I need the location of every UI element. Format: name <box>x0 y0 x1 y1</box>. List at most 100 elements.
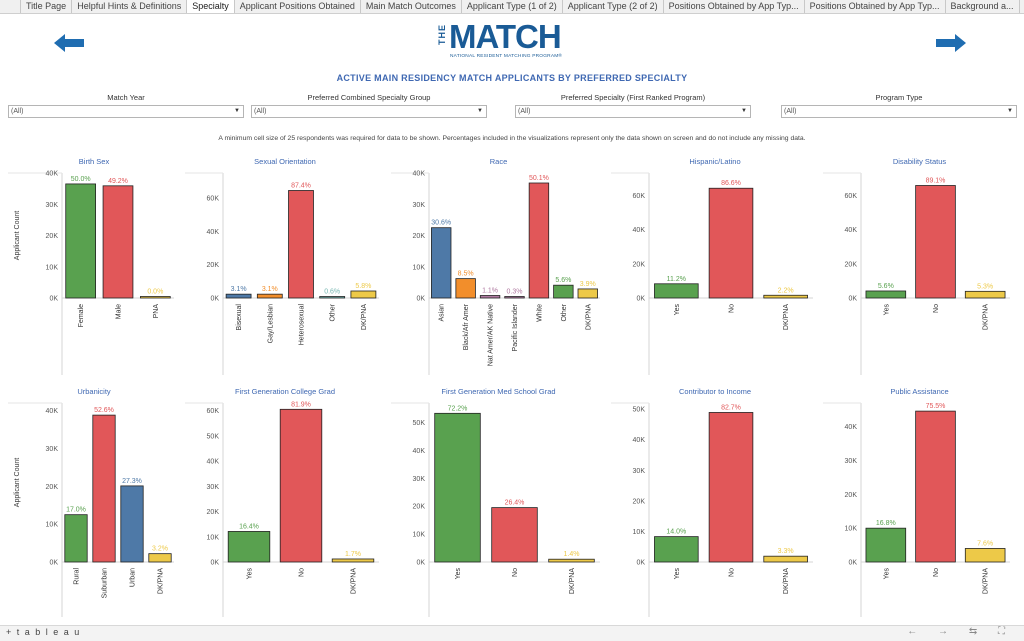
tab-positions-by-app-type-1[interactable]: Positions Obtained by App Typ... <box>664 0 805 13</box>
tableau-logo: + t a b l e a u <box>6 627 81 637</box>
bar-dk-pna[interactable] <box>548 558 595 563</box>
tab-applicant-type-1[interactable]: Applicant Type (1 of 2) <box>462 0 563 13</box>
bar-dk-pna[interactable] <box>763 555 808 563</box>
data-label: 81.9% <box>291 401 311 408</box>
bar-yes[interactable] <box>654 536 699 563</box>
bar-other[interactable] <box>553 284 574 299</box>
tableau-toolbar: + t a b l e a u ← → ⇆ ⛶ <box>0 625 1024 641</box>
chart-title: Birth Sex <box>78 157 110 166</box>
chart-svg: 0K 10K 20K 30K 40K Applicant Count 50.0% Female… <box>8 171 174 375</box>
bar-no[interactable] <box>915 185 956 299</box>
dropdown-value: (All) <box>11 108 24 115</box>
data-label: 3.1% <box>231 286 247 293</box>
y-tick-label: 0K <box>49 560 58 567</box>
y-tick-label: 40K <box>207 459 220 466</box>
chart-hispanic-latino: Hispanic/Latino 0K 20K 40K 60K 11.2% Yes 86.6% N… <box>611 157 819 377</box>
tab-applicant-type-2[interactable]: Applicant Type (2 of 2) <box>563 0 664 13</box>
y-tick-label: 40K <box>633 227 646 234</box>
specialty-group-dropdown[interactable]: (All) ▼ <box>251 105 487 118</box>
tab-blank[interactable] <box>0 0 21 13</box>
tab-helpful-hints[interactable]: Helpful Hints & Definitions <box>72 0 188 13</box>
chart-title: First Generation Med School Grad <box>441 387 556 396</box>
bar-gay-lesbian[interactable] <box>256 293 283 299</box>
bar-dk-pna[interactable] <box>964 548 1006 563</box>
y-tick-label: 10K <box>633 529 646 536</box>
bar-dk-pna[interactable] <box>148 553 172 563</box>
x-tick-label: No <box>729 568 736 577</box>
y-tick-label: 60K <box>207 196 220 203</box>
tab-applicant-positions[interactable]: Applicant Positions Obtained <box>235 0 361 13</box>
bar-other[interactable] <box>319 296 346 299</box>
data-label: 3.2% <box>152 546 168 553</box>
y-tick-label: 40K <box>46 171 59 178</box>
data-label: 75.5% <box>926 403 946 410</box>
x-tick-label: Female <box>78 304 85 327</box>
y-tick-label: 50K <box>207 433 220 440</box>
tab-background[interactable]: Background a... <box>946 0 1020 13</box>
bar-yes[interactable] <box>865 290 907 299</box>
forward-arrow-icon[interactable] <box>936 34 966 52</box>
bar-bisexual[interactable] <box>225 293 252 299</box>
tab-positions-by-app-type-2[interactable]: Positions Obtained by App Typ... <box>805 0 946 13</box>
bar-dk-pna[interactable] <box>763 294 808 299</box>
bar-suburban[interactable] <box>92 414 116 563</box>
bar-pacific-islander[interactable] <box>504 296 525 299</box>
bar-no[interactable] <box>279 408 323 563</box>
x-tick-label: Yes <box>883 568 890 580</box>
x-tick-label: White <box>536 304 543 322</box>
chart-public-assistance: Public Assistance 0K 10K 20K 30K 40K 16.8% Yes 7… <box>823 387 1016 619</box>
bar-heterosexual[interactable] <box>288 190 314 299</box>
y-tick-label: 30K <box>413 202 426 209</box>
data-label: 50.0% <box>71 176 91 183</box>
x-tick-label: DK/PNA <box>783 568 790 594</box>
chart-title: Sexual Orientation <box>254 157 316 166</box>
x-tick-label: No <box>299 568 306 577</box>
tab-specialty[interactable]: Specialty <box>187 0 235 13</box>
bar-dk-pna[interactable] <box>331 558 375 563</box>
bar-no[interactable] <box>491 507 538 563</box>
back-arrow-icon[interactable] <box>54 34 84 52</box>
tab-main-match-outcomes[interactable]: Main Match Outcomes <box>361 0 462 13</box>
dropdown-value: (All) <box>784 108 797 115</box>
bar-male[interactable] <box>102 185 134 299</box>
x-tick-label: Yes <box>883 304 890 316</box>
bar-pna[interactable] <box>139 296 171 299</box>
x-tick-label: Asian <box>439 304 446 322</box>
data-label: 1.4% <box>564 551 580 558</box>
y-tick-label: 0K <box>416 560 425 567</box>
bar-asian[interactable] <box>431 227 452 299</box>
bar-yes[interactable] <box>654 283 699 299</box>
caret-down-icon: ▼ <box>741 108 747 114</box>
preferred-specialty-dropdown[interactable]: (All) ▼ <box>515 105 751 118</box>
bar-white[interactable] <box>528 182 550 299</box>
program-type-dropdown[interactable]: (All) ▼ <box>781 105 1017 118</box>
x-tick-label: Heterosexual <box>299 304 306 346</box>
bar-no[interactable] <box>708 187 754 299</box>
toolbar-icons[interactable]: ← → ⇆ ⛶ <box>907 626 1014 637</box>
bar-dk-pna[interactable] <box>350 290 377 299</box>
y-tick-label: 30K <box>413 476 426 483</box>
bar-no[interactable] <box>915 410 956 563</box>
bar-female[interactable] <box>65 183 97 299</box>
data-label: 49.2% <box>108 178 128 185</box>
x-tick-label: Male <box>116 304 123 319</box>
bar-rural[interactable] <box>64 514 88 563</box>
bar-yes[interactable] <box>434 412 481 563</box>
bar-black-afr-amer[interactable] <box>455 278 476 299</box>
bar-yes[interactable] <box>227 531 271 563</box>
data-label: 5.6% <box>878 283 894 290</box>
bar-dk-pna[interactable] <box>577 288 598 299</box>
match-year-dropdown[interactable]: (All) ▼ <box>8 105 244 118</box>
tab-bar: Title Page Helpful Hints & Definitions S… <box>0 0 1024 14</box>
bar-no[interactable] <box>708 412 754 563</box>
bar-yes[interactable] <box>865 527 907 563</box>
tab-title-page[interactable]: Title Page <box>21 0 73 13</box>
data-label: 5.3% <box>977 283 993 290</box>
bar-nat-amer-ak-native[interactable] <box>479 295 501 299</box>
chart-svg: 0K 20K 40K 60K 11.2% Yes 86.6% No 2.2% DK/PNA <box>611 172 813 375</box>
bar-dk-pna[interactable] <box>964 290 1006 299</box>
y-tick-label: 60K <box>207 408 220 415</box>
y-tick-label: 10K <box>207 534 220 541</box>
bar-urban[interactable] <box>120 485 144 563</box>
data-label: 3.9% <box>580 281 596 288</box>
